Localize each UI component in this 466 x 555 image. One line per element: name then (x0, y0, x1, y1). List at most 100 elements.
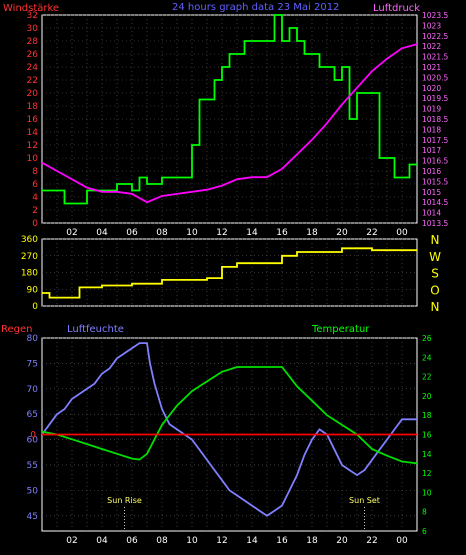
x-tick-label: 16 (276, 228, 288, 238)
y-tick-label-right: 1020.5 (422, 73, 448, 82)
y-tick-label-left: 30 (27, 24, 39, 34)
x-tick-label: 20 (336, 228, 348, 238)
y-tick-label-left: 75 (27, 359, 38, 369)
y-tick-label-right: 1014.5 (422, 198, 448, 207)
y-tick-label-right: 1019.5 (422, 94, 448, 103)
y-tick-label-right: 1018.5 (422, 115, 448, 124)
y-tick-label-left: 14 (27, 128, 39, 138)
y-tick-label-left: 20 (27, 89, 39, 99)
y-tick-label-right: 1021 (422, 63, 441, 72)
x-tick-label: 18 (306, 228, 318, 238)
rain-tick-label: 0 (30, 431, 36, 441)
x-tick-label: 00 (396, 228, 408, 238)
y-tick-label-right: 14 (422, 450, 432, 459)
y-tick-label-left: 10 (27, 154, 39, 164)
x-tick-label: 10 (186, 536, 198, 546)
y-tick-label-left: 55 (27, 461, 38, 471)
y-tick-label-right: 6 (422, 527, 427, 536)
y-tick-label-left: 360 (21, 235, 38, 245)
y-tick-label-left: 65 (27, 410, 38, 420)
x-tick-label: 16 (276, 536, 288, 546)
y-tick-label-right: 1014 (422, 209, 441, 218)
chart-title: 24 hours graph data 23 Mai 2012 (172, 2, 339, 13)
y-tick-label-right: 1016.5 (422, 157, 448, 166)
y-tick-label-right: 18 (422, 411, 432, 420)
y-tick-label-left: 270 (21, 252, 38, 262)
x-tick-label: 22 (366, 536, 377, 546)
x-tick-label: 08 (156, 536, 168, 546)
y-tick-label-right: 1017 (422, 146, 441, 155)
temperature-axis-title: Temperatur (311, 324, 370, 335)
x-tick-label: 02 (66, 536, 77, 546)
y-tick-label-left: 45 (27, 512, 38, 522)
y-tick-label-right: 8 (422, 508, 427, 517)
y-tick-label-right: 1020 (422, 84, 441, 93)
series-line-wind (42, 14, 417, 205)
y-tick-label-left: 50 (27, 486, 39, 496)
annotation-label: Sun Set (349, 496, 380, 505)
x-tick-label: 08 (156, 228, 168, 238)
x-tick-label: 04 (96, 228, 108, 238)
x-tick-label: 02 (66, 228, 77, 238)
y-tick-label-left: 6 (32, 180, 38, 190)
y-tick-label-right: 22 (422, 373, 432, 382)
y-tick-label-left: 0 (32, 219, 38, 229)
pressure-axis-title: Luftdruck (373, 3, 420, 14)
x-tick-label: 18 (306, 536, 318, 546)
direction-label: N (431, 300, 440, 314)
y-tick-label-right: 1015 (422, 188, 441, 197)
y-tick-label-right: 1022 (422, 42, 441, 51)
x-tick-label: 22 (366, 228, 377, 238)
direction-label: W (429, 250, 441, 264)
series-line-humidity (41, 342, 417, 517)
series-line-pressure (41, 43, 418, 204)
y-tick-label-left: 2 (32, 206, 38, 216)
y-tick-label-left: 60 (27, 436, 39, 446)
y-tick-label-left: 28 (27, 37, 39, 47)
series-line-direction (42, 247, 417, 299)
y-tick-label-right: 20 (422, 392, 432, 401)
y-tick-label-left: 80 (27, 334, 39, 344)
y-tick-label-left: 32 (27, 11, 38, 21)
y-tick-label-right: 1017.5 (422, 136, 448, 145)
y-tick-label-right: 16 (422, 431, 432, 440)
x-tick-label: 00 (396, 536, 408, 546)
y-tick-label-left: 0 (32, 302, 38, 312)
rain-axis-title: Regen (1, 324, 33, 335)
direction-label: S (431, 267, 439, 281)
y-tick-label-left: 18 (27, 102, 39, 112)
y-tick-label-left: 90 (27, 285, 39, 295)
x-tick-label: 20 (336, 536, 348, 546)
x-tick-label: 14 (246, 228, 258, 238)
wind-axis-title: Windstärke (3, 3, 59, 14)
y-tick-label-right: 1023 (422, 21, 441, 30)
direction-label: N (431, 233, 440, 247)
x-tick-label: 10 (186, 228, 198, 238)
y-tick-label-right: 12 (422, 469, 432, 478)
y-tick-label-left: 12 (27, 141, 38, 151)
y-tick-label-right: 1013.5 (422, 219, 448, 228)
y-tick-label-right: 24 (422, 353, 432, 362)
humidity-axis-title: Luftfeuchte (67, 324, 124, 335)
y-tick-label-left: 4 (32, 193, 38, 203)
y-tick-label-right: 10 (422, 488, 432, 497)
y-tick-label-right: 1015.5 (422, 177, 448, 186)
y-tick-label-left: 24 (27, 63, 39, 73)
x-tick-label: 14 (246, 536, 258, 546)
x-tick-label: 12 (216, 536, 227, 546)
x-tick-label: 06 (126, 228, 138, 238)
y-tick-label-left: 26 (27, 50, 39, 60)
y-tick-label-left: 16 (27, 115, 39, 125)
x-tick-label: 06 (126, 536, 138, 546)
y-tick-label-right: 1018 (422, 125, 441, 134)
direction-label: O (430, 283, 439, 297)
x-tick-label: 12 (216, 228, 227, 238)
y-tick-label-right: 26 (422, 334, 432, 343)
y-tick-label-left: 8 (32, 167, 38, 177)
series-line-temperature (41, 366, 418, 465)
y-tick-label-right: 1022.5 (422, 32, 448, 41)
y-tick-label-left: 70 (27, 385, 39, 395)
y-tick-label-left: 22 (27, 76, 38, 86)
y-tick-label-right: 1021.5 (422, 53, 448, 62)
